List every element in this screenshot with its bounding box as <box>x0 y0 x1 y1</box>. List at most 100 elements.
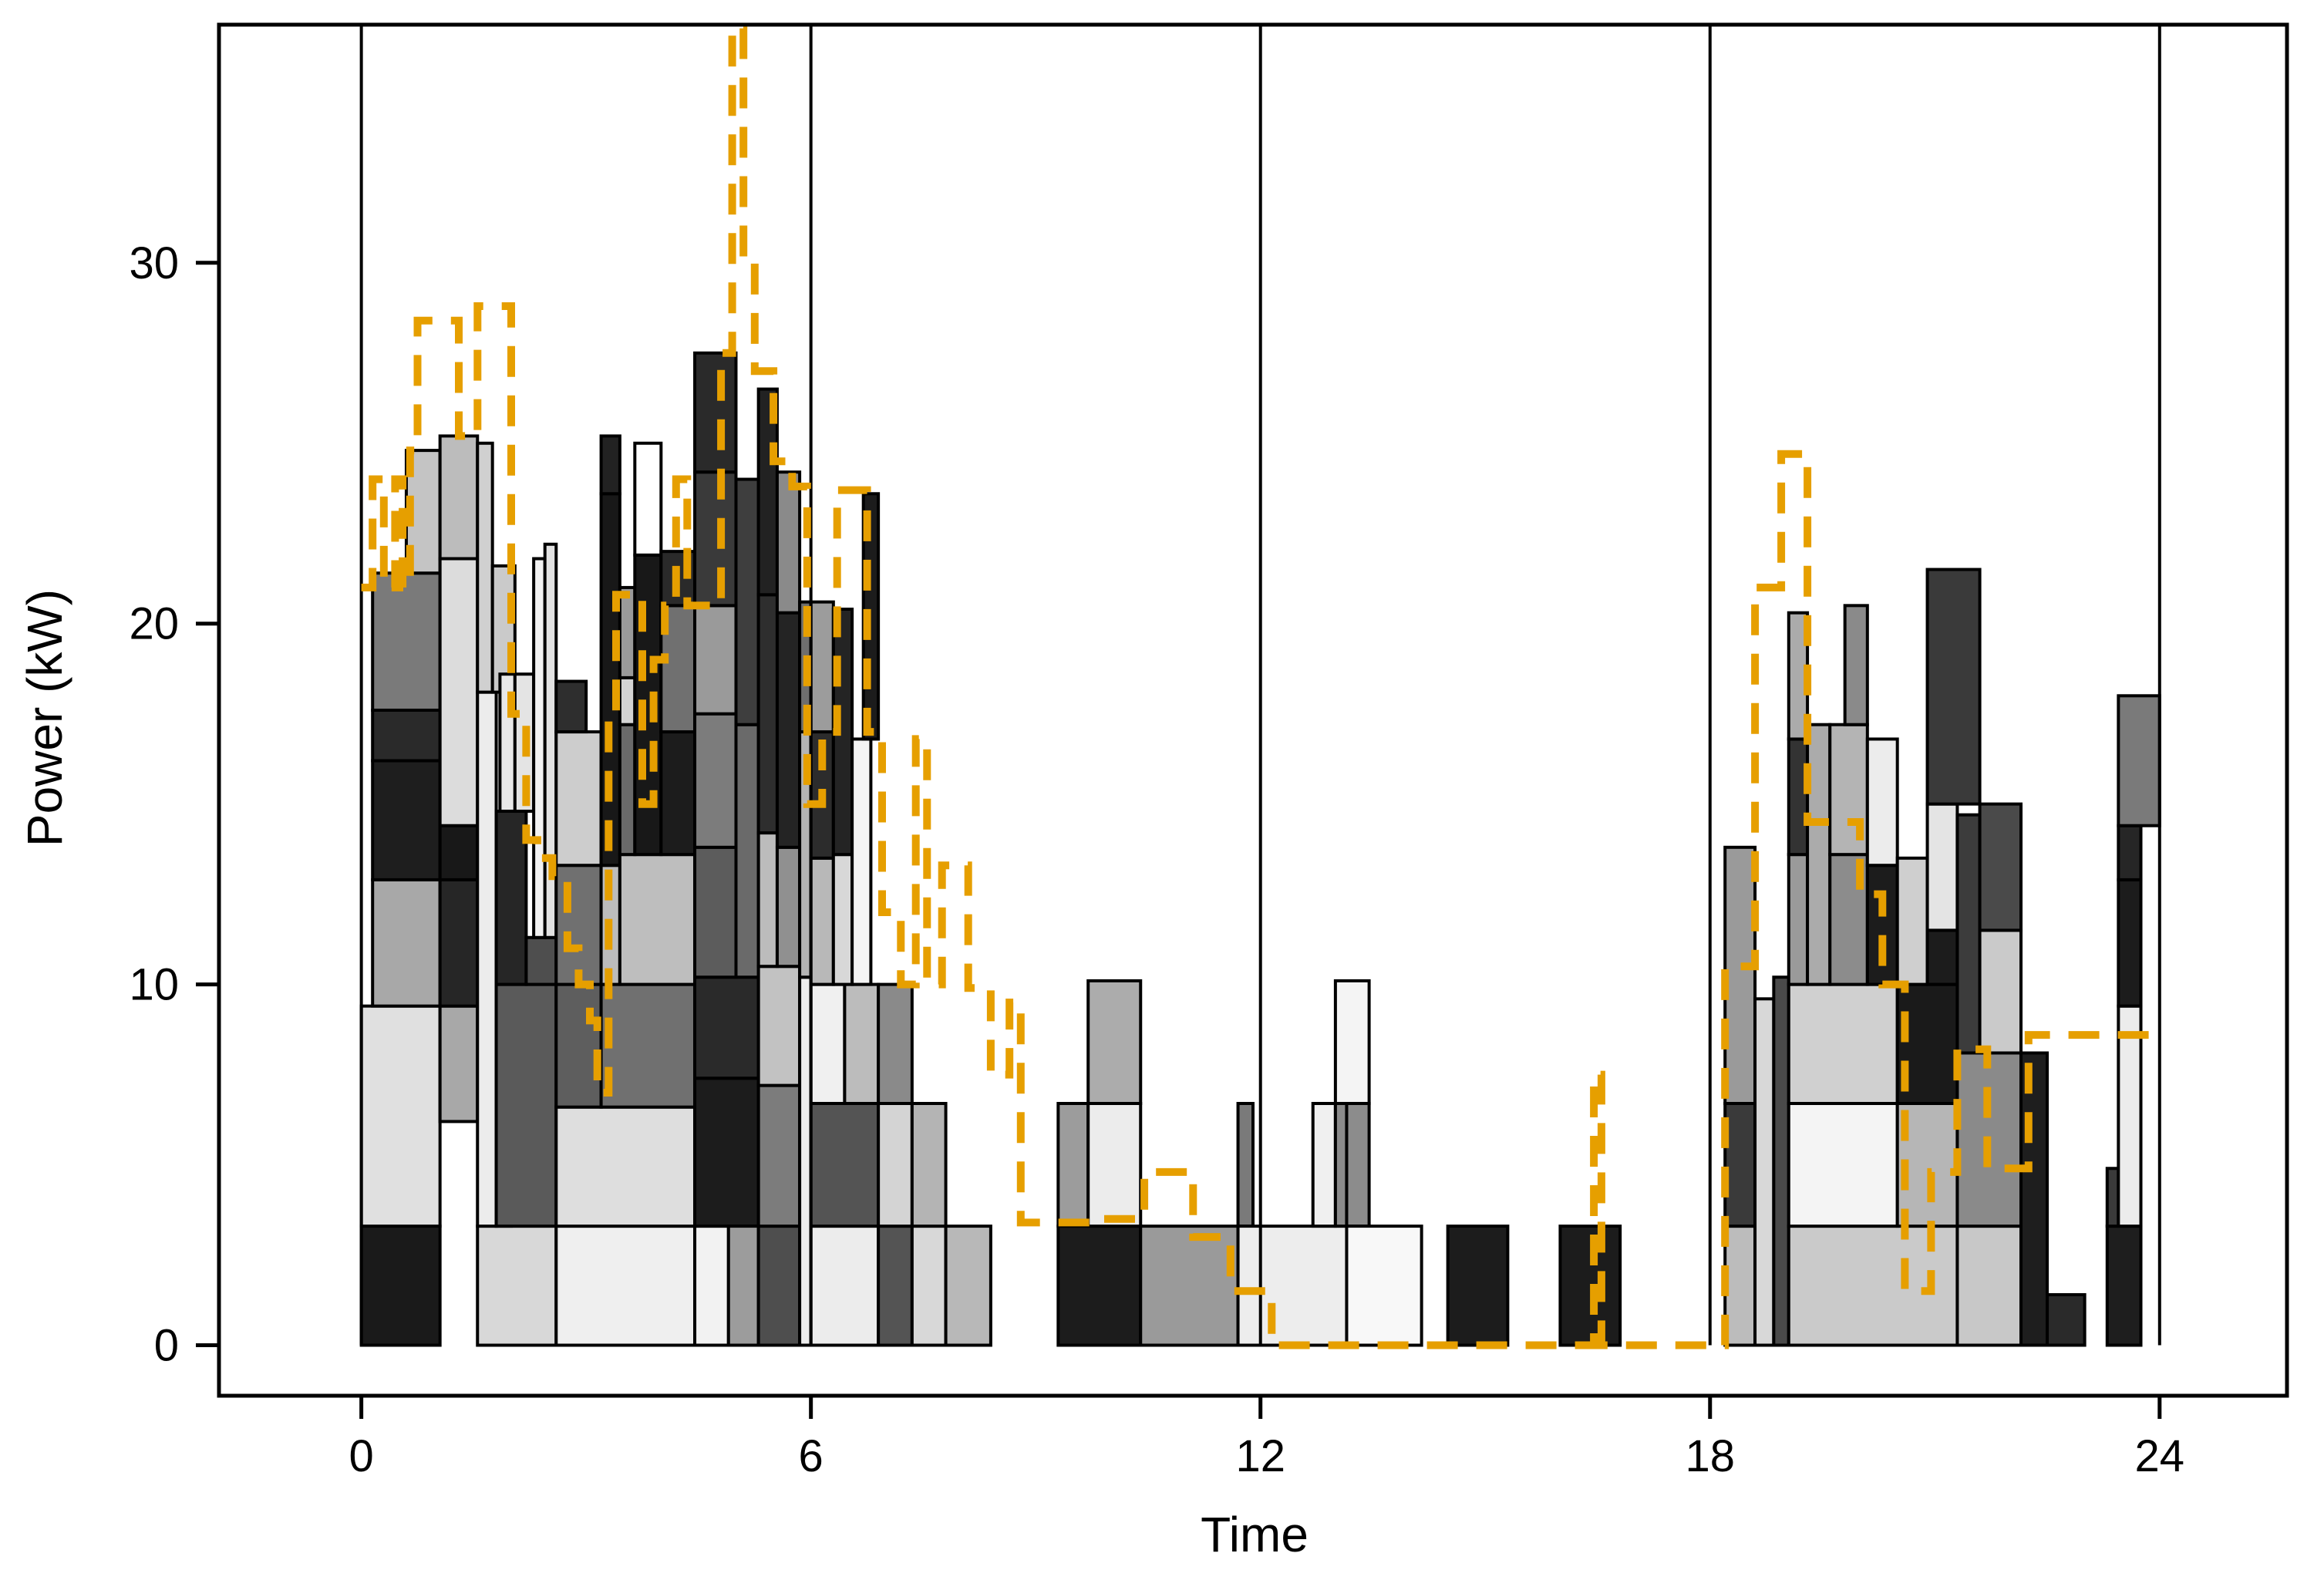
load-block <box>1723 1102 1757 1228</box>
load-block <box>726 1225 760 1347</box>
load-block <box>910 1102 948 1228</box>
load-block <box>775 470 802 615</box>
load-block <box>756 1083 802 1228</box>
load-block <box>734 477 760 726</box>
load-block <box>1333 1102 1349 1228</box>
load-block <box>1056 1102 1090 1228</box>
load-block <box>877 1225 914 1347</box>
load-block <box>693 604 738 716</box>
load-block <box>1086 979 1143 1106</box>
load-block <box>438 557 480 827</box>
load-block <box>1345 1102 1371 1228</box>
load-block <box>798 975 813 1347</box>
load-block <box>1978 802 2023 932</box>
load-block <box>371 878 442 1008</box>
load-block <box>618 723 637 857</box>
load-block <box>775 611 802 849</box>
load-block <box>756 593 779 835</box>
load-block <box>359 1225 442 1347</box>
load-block <box>476 1225 558 1347</box>
load-block <box>633 441 663 557</box>
y-tick-label: 10 <box>129 960 179 1010</box>
load-block <box>554 730 603 868</box>
load-block <box>494 982 558 1228</box>
load-block <box>371 571 442 713</box>
load-block <box>1787 1102 1899 1228</box>
load-block <box>554 982 603 1109</box>
load-block <box>1723 845 1757 1106</box>
load-block <box>371 709 442 763</box>
load-block <box>1895 856 1929 986</box>
stacked-blocks <box>359 351 2161 1347</box>
x-tick-label: 24 <box>2135 1431 2185 1481</box>
load-block <box>1446 1225 1510 1347</box>
load-block <box>1955 813 1982 1055</box>
load-block <box>1865 737 1899 868</box>
load-block <box>599 434 621 496</box>
load-block <box>2046 1292 2087 1347</box>
load-block <box>1236 1102 1255 1228</box>
load-block <box>371 759 442 881</box>
load-block <box>1787 982 1899 1106</box>
load-block <box>843 982 881 1106</box>
load-block <box>1345 1225 1423 1347</box>
x-tick-label: 18 <box>1686 1431 1736 1481</box>
load-block <box>1925 568 1982 806</box>
load-block <box>2117 694 2161 827</box>
y-tick-label: 20 <box>129 599 179 649</box>
load-block <box>1056 1225 1143 1347</box>
load-block <box>809 1225 881 1347</box>
dashed-series-line <box>361 24 2160 1349</box>
load-block <box>1086 1102 1143 1228</box>
load-block <box>438 878 480 1008</box>
load-block <box>693 1076 760 1228</box>
load-block <box>524 935 558 986</box>
load-block <box>877 1102 914 1228</box>
load-block <box>618 676 637 726</box>
y-tick-label: 0 <box>154 1320 179 1370</box>
load-block <box>1925 802 1959 932</box>
load-block <box>1978 928 2023 1055</box>
load-block <box>734 723 760 979</box>
x-axis: 0 6 12 18 24 <box>349 1396 2184 1481</box>
load-block <box>359 1004 442 1228</box>
load-block <box>659 730 697 857</box>
load-block <box>756 1225 802 1347</box>
load-block <box>494 810 528 986</box>
load-block <box>599 492 621 868</box>
load-block <box>693 470 738 608</box>
load-block <box>438 824 480 881</box>
load-block <box>1236 1225 1349 1347</box>
load-block <box>554 679 588 734</box>
load-block <box>809 1102 881 1228</box>
load-block <box>944 1225 992 1347</box>
load-block <box>756 965 802 1087</box>
load-block <box>618 853 697 986</box>
load-block <box>809 856 835 986</box>
load-block <box>831 853 854 986</box>
load-block <box>438 1004 480 1124</box>
load-block <box>438 434 480 561</box>
load-block <box>2105 1167 2120 1228</box>
load-block <box>693 975 760 1080</box>
load-block <box>1925 928 1959 986</box>
x-tick-label: 12 <box>1235 1431 1285 1481</box>
load-block <box>1955 1225 2023 1347</box>
load-block <box>554 864 603 986</box>
load-block <box>1843 604 1869 726</box>
load-block <box>850 737 873 986</box>
y-tick-label: 30 <box>129 238 179 288</box>
load-block <box>1139 1225 1240 1347</box>
x-tick-label: 6 <box>799 1431 824 1481</box>
load-block <box>2019 1051 2049 1347</box>
load-block <box>693 712 738 849</box>
load-block <box>1723 1225 1757 1347</box>
load-block <box>1333 979 1371 1106</box>
load-block <box>775 845 802 969</box>
load-block <box>2117 878 2143 1008</box>
load-block <box>1311 1102 1337 1228</box>
load-block <box>599 982 697 1109</box>
load-block <box>1787 853 1810 986</box>
